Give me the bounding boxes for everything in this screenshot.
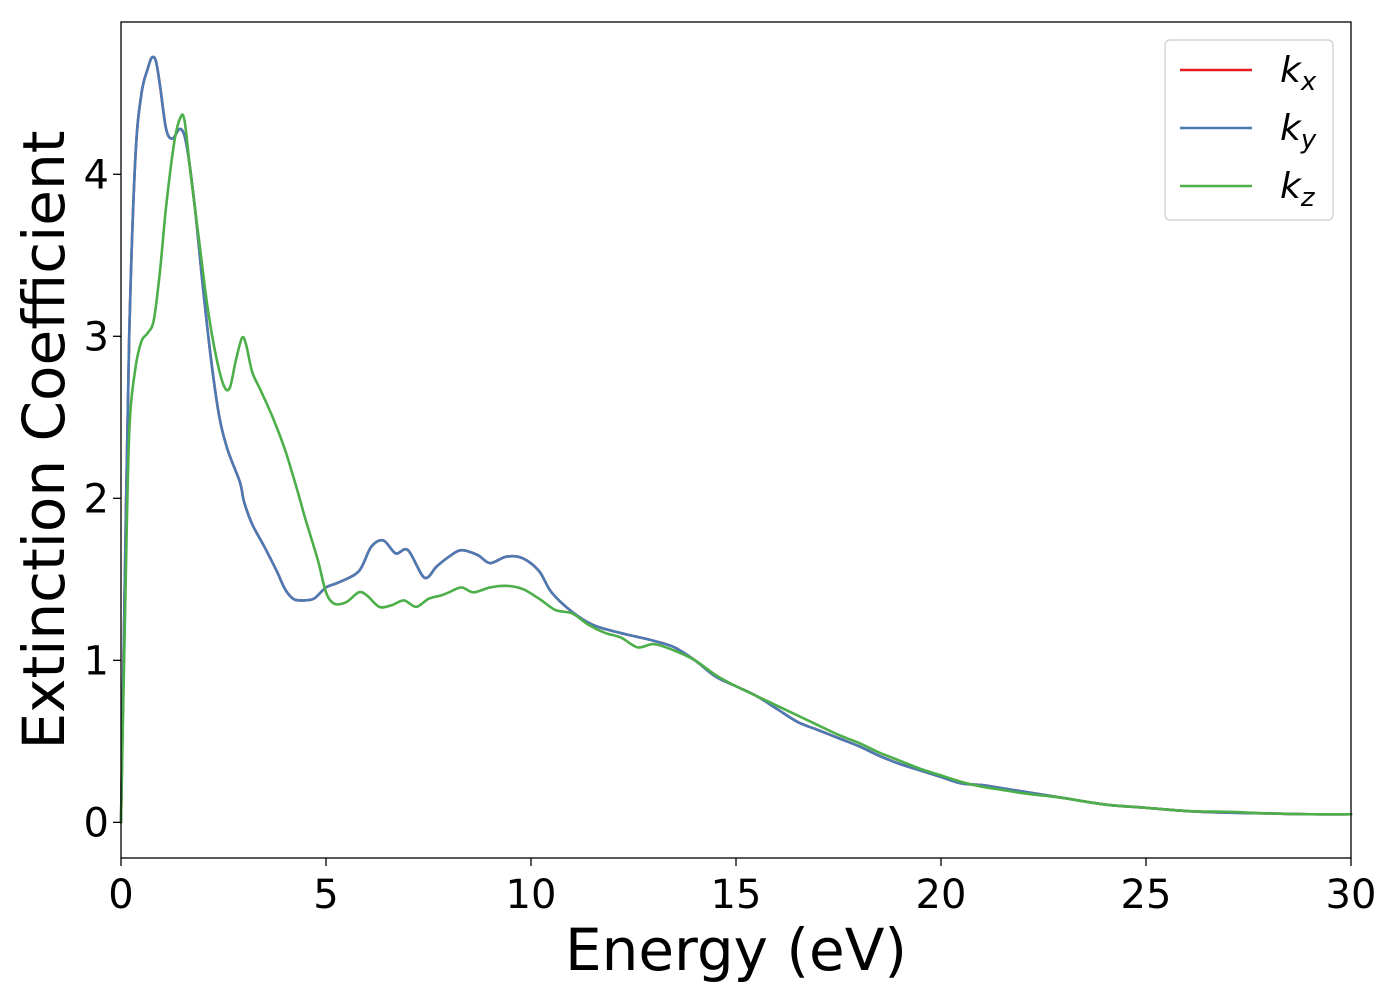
series-layer [119,55,1353,824]
y-tick-label: 0 [84,800,109,846]
x-tick-label: 15 [711,872,762,918]
legend-box [1164,39,1334,221]
legend: kx ky kz [1164,39,1334,221]
x-tick-label: 0 [108,872,133,918]
x-tick-label: 20 [916,872,967,918]
legend-label-kz: kz [1280,166,1316,213]
x-tick-label: 10 [506,872,557,918]
x-tick-label: 30 [1326,872,1377,918]
y-tick-label: 3 [84,314,109,360]
x-tick-label: 25 [1121,872,1172,918]
legend-label-ky: ky [1280,108,1317,155]
y-tick-label: 2 [84,476,109,522]
y-axis-title: Extinction Coefficient [10,131,78,750]
series-line-kz [119,113,1353,824]
x-tick-label: 5 [313,872,338,918]
legend-label-kx: kx [1280,50,1317,97]
ticks-layer: 0 5 10 15 20 25 30 0 1 2 3 4 [84,152,1377,918]
y-tick-label: 4 [84,152,109,198]
y-tick-label: 1 [84,638,109,684]
x-axis-title: Energy (eV) [565,916,907,984]
